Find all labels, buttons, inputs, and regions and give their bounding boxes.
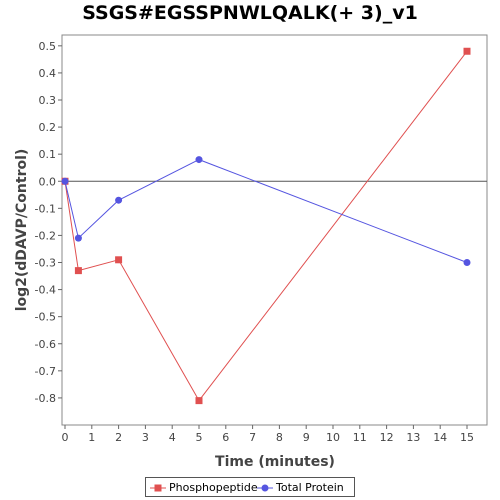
x-tick-label: 3 <box>142 431 149 444</box>
x-tick-label: 12 <box>380 431 394 444</box>
x-tick-label: 0 <box>62 431 69 444</box>
y-tick-label: -0.4 <box>35 284 56 297</box>
data-point <box>115 256 123 264</box>
y-tick-label: 0.4 <box>39 67 57 80</box>
x-tick-label: 4 <box>169 431 176 444</box>
y-axis-label: log2(dDAVP/Control) <box>14 149 30 312</box>
y-tick-label: 0.3 <box>39 94 57 107</box>
data-point <box>115 196 123 204</box>
x-tick-label: 8 <box>276 431 283 444</box>
legend: Phosphopeptide Total Protein <box>145 477 355 497</box>
data-point <box>74 267 82 275</box>
x-tick-label: 13 <box>406 431 420 444</box>
y-tick-label: -0.2 <box>35 229 56 242</box>
x-tick-label: 1 <box>88 431 95 444</box>
y-tick-label: 0.1 <box>39 148 57 161</box>
x-tick-label: 7 <box>249 431 256 444</box>
data-point <box>195 397 203 405</box>
y-tick-label: -0.6 <box>35 338 56 351</box>
y-tick-label: -0.8 <box>35 392 56 405</box>
x-tick-label: 14 <box>433 431 447 444</box>
legend-line-circle-icon <box>257 484 273 492</box>
series-total-protein <box>61 156 471 266</box>
x-tick-label: 2 <box>115 431 122 444</box>
data-point <box>74 234 82 242</box>
x-axis-label: Time (minutes) <box>215 454 335 470</box>
x-tick-label: 15 <box>460 431 474 444</box>
data-point <box>463 259 471 266</box>
x-tick-label: 5 <box>196 431 203 444</box>
x-tick-label: 11 <box>353 431 367 444</box>
legend-label-phosphopeptide: Phosphopeptide <box>169 481 258 494</box>
series-layer <box>61 47 471 405</box>
data-point <box>61 177 69 185</box>
y-tick-label: 0.0 <box>39 175 57 188</box>
legend-line-square-icon <box>150 484 166 492</box>
y-tick-label: -0.5 <box>35 311 56 324</box>
y-tick-label: -0.7 <box>35 365 56 378</box>
x-tick-label: 9 <box>303 431 310 444</box>
y-tick-label: -0.3 <box>35 257 56 270</box>
data-point <box>195 156 203 164</box>
y-tick-label: 0.2 <box>39 121 57 134</box>
y-tick-label: 0.5 <box>39 40 57 53</box>
data-point <box>463 47 471 55</box>
axis-ticks: -0.8 -0.7 -0.6 -0.5 -0.4 -0.3 -0.2 -0.1 0.0 0.1 0.… <box>35 40 474 444</box>
plot-area <box>61 34 488 426</box>
y-tick-label: -0.1 <box>35 202 56 215</box>
chart-title: SSGS#EGSSPNWLQALK(+ 3)_v1 <box>82 2 418 24</box>
legend-label-total-protein: Total Protein <box>276 481 344 494</box>
x-tick-label: 10 <box>326 431 340 444</box>
x-tick-label: 6 <box>222 431 229 444</box>
